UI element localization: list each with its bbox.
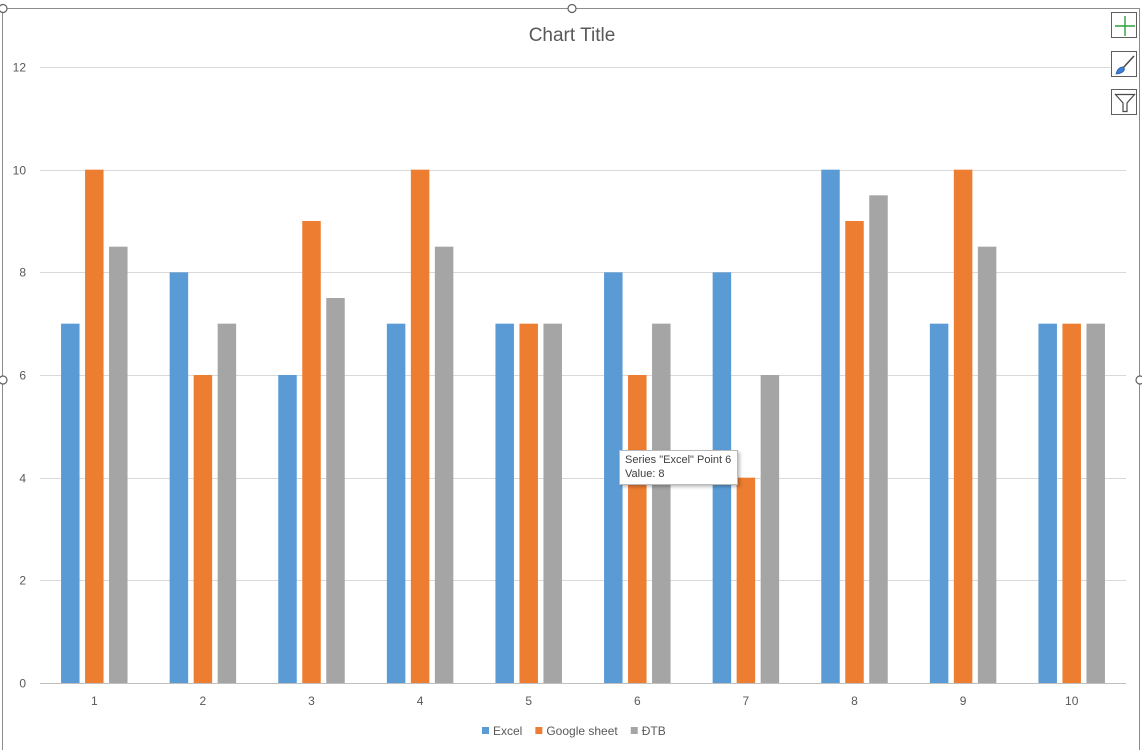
bar[interactable] [953, 169, 973, 683]
x-tick-label: 4 [417, 694, 424, 708]
bar[interactable] [929, 323, 949, 683]
tooltip-value-line: Value: 8 [625, 468, 665, 480]
bar[interactable] [193, 375, 213, 683]
legend-label: Excel [493, 724, 522, 738]
y-tick-label: 10 [13, 164, 27, 178]
bar[interactable] [1086, 323, 1105, 683]
bar[interactable] [604, 272, 623, 683]
bar[interactable] [869, 195, 888, 684]
bar[interactable] [85, 169, 104, 683]
bar[interactable] [302, 221, 321, 683]
y-axis-ticks: 0 2 4 6 8 10 12 [13, 61, 27, 691]
plus-icon [1115, 16, 1135, 36]
x-tick-label: 10 [1065, 694, 1079, 708]
bar[interactable] [628, 375, 647, 683]
legend[interactable]: Excel Google sheet ĐTB [482, 724, 666, 738]
tooltip-series-line: Series "Excel" Point 6 [625, 454, 732, 466]
bar[interactable] [519, 323, 538, 683]
bar[interactable] [61, 323, 80, 683]
bar[interactable] [1038, 323, 1057, 683]
y-tick-label: 8 [19, 266, 26, 280]
bar[interactable] [326, 298, 345, 683]
x-tick-label: 8 [851, 694, 858, 708]
y-tick-label: 2 [19, 574, 26, 588]
bar[interactable] [845, 221, 864, 683]
bar[interactable] [495, 323, 514, 683]
bar[interactable] [652, 323, 671, 683]
legend-swatch [630, 727, 638, 734]
resize-handle-left[interactable] [0, 375, 8, 385]
bar[interactable] [977, 246, 997, 683]
x-tick-label: 1 [91, 694, 98, 708]
x-tick-label: 6 [634, 694, 641, 708]
legend-label: Google sheet [546, 724, 618, 738]
bar[interactable] [543, 323, 562, 683]
y-tick-label: 12 [13, 61, 27, 75]
bar[interactable] [169, 272, 189, 683]
bar[interactable] [217, 323, 237, 683]
y-tick-label: 0 [19, 677, 26, 691]
chart-elements-button[interactable] [1111, 12, 1137, 38]
chart-styles-button[interactable] [1111, 51, 1137, 77]
legend-swatch [535, 727, 543, 734]
bar[interactable] [736, 477, 756, 683]
bar[interactable] [1062, 323, 1081, 683]
bar[interactable] [386, 323, 406, 683]
bar[interactable] [821, 169, 840, 683]
bar[interactable] [760, 375, 780, 683]
x-tick-label: 9 [960, 694, 967, 708]
x-tick-label: 3 [308, 694, 315, 708]
brush-icon [1115, 55, 1135, 75]
x-tick-label: 5 [525, 694, 532, 708]
resize-handle-top-left[interactable] [0, 3, 8, 14]
bar[interactable] [410, 169, 430, 683]
x-tick-label: 2 [200, 694, 207, 708]
bars [61, 169, 1105, 684]
x-axis-ticks: 1 2 3 4 5 6 7 8 9 10 [91, 694, 1079, 708]
x-tick-label: 7 [743, 694, 750, 708]
legend-label: ĐTB [642, 724, 666, 738]
filter-icon [1114, 93, 1136, 113]
data-point-tooltip: Series "Excel" Point 6 Value: 8 [619, 450, 739, 485]
bar[interactable] [434, 246, 454, 683]
resize-handle-right[interactable] [1135, 375, 1142, 385]
chart-filters-button[interactable] [1111, 89, 1137, 115]
y-tick-label: 6 [19, 369, 26, 383]
bar[interactable] [278, 375, 297, 683]
chart-title[interactable]: Chart Title [529, 25, 616, 46]
resize-handle-top[interactable] [567, 3, 577, 14]
bar[interactable] [109, 246, 128, 683]
y-tick-label: 4 [19, 472, 26, 486]
legend-swatch [482, 727, 489, 734]
